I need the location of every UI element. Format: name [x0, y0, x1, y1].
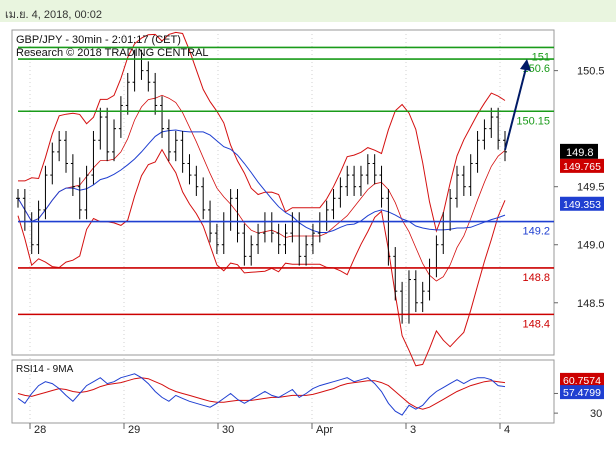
- date-header: เม.ย. 4, 2018, 00:02: [0, 0, 616, 22]
- rsi-tick-label: 30: [590, 408, 602, 420]
- forecast-arrow: [504, 59, 531, 151]
- chart-title: GBP/JPY - 30min - 2:01:17 (CET): [16, 34, 181, 46]
- rsi-panel-frame: [11, 359, 555, 424]
- x-tick-label: Apr: [316, 424, 333, 436]
- lower-band: [17, 148, 506, 367]
- forecast-arrow-shaft: [504, 67, 527, 151]
- level-label: 150.15: [516, 115, 550, 127]
- current-price-label: 149.8: [566, 147, 594, 159]
- x-tick-label: 30: [222, 424, 234, 436]
- level-label: 148.8: [522, 272, 550, 284]
- level-label: 149.2: [522, 226, 550, 238]
- price-tag: [560, 158, 604, 173]
- rsi-tag: [560, 372, 604, 387]
- price-tag: [560, 196, 604, 211]
- x-tick-label: 3: [410, 424, 416, 436]
- price-tag-label: 149.765: [563, 161, 601, 173]
- rsi-ma-line: [17, 377, 506, 410]
- upper-band: [18, 31, 506, 233]
- y-tick-label: 149.5: [577, 182, 605, 194]
- chart-subtitle: Research © 2018 TRADING CENTRAL: [16, 47, 209, 59]
- x-tick-label: 29: [128, 424, 140, 436]
- rsi-tag: [560, 385, 604, 400]
- y-tick-label: 149.0: [577, 240, 605, 252]
- price-bars: [16, 49, 507, 324]
- x-tick-label: 28: [34, 424, 46, 436]
- y-tick-label: 150.5: [577, 66, 605, 78]
- rsi-tag-label: 57.4799: [563, 387, 601, 399]
- level-label: 151: [532, 51, 550, 63]
- y-tick-label: 148.5: [577, 298, 605, 310]
- moving-average: [17, 129, 506, 233]
- price-tag-label: 149.353: [563, 199, 601, 211]
- forecast-arrow-head: [520, 59, 531, 72]
- x-tick-label: 4: [504, 424, 510, 436]
- bollinger-bands: [17, 31, 506, 367]
- rsi-label: RSI14 - 9MA: [16, 364, 74, 375]
- date-text: เม.ย. 4, 2018, 00:02: [5, 9, 102, 21]
- current-price-tag: [560, 143, 598, 159]
- main-panel-frame: [11, 29, 555, 356]
- middle-band: [17, 94, 506, 282]
- rsi-lines: [17, 373, 506, 416]
- level-label: 148.4: [522, 318, 550, 330]
- axis-labels: 28 29 30 Apr 3 4 150.5 149.5 149.0 148.5 149.8 149.…: [29, 66, 605, 436]
- rsi-line: [17, 373, 506, 416]
- level-label: 150.6: [522, 63, 550, 75]
- rsi-tag-label: 60.7574: [563, 375, 601, 387]
